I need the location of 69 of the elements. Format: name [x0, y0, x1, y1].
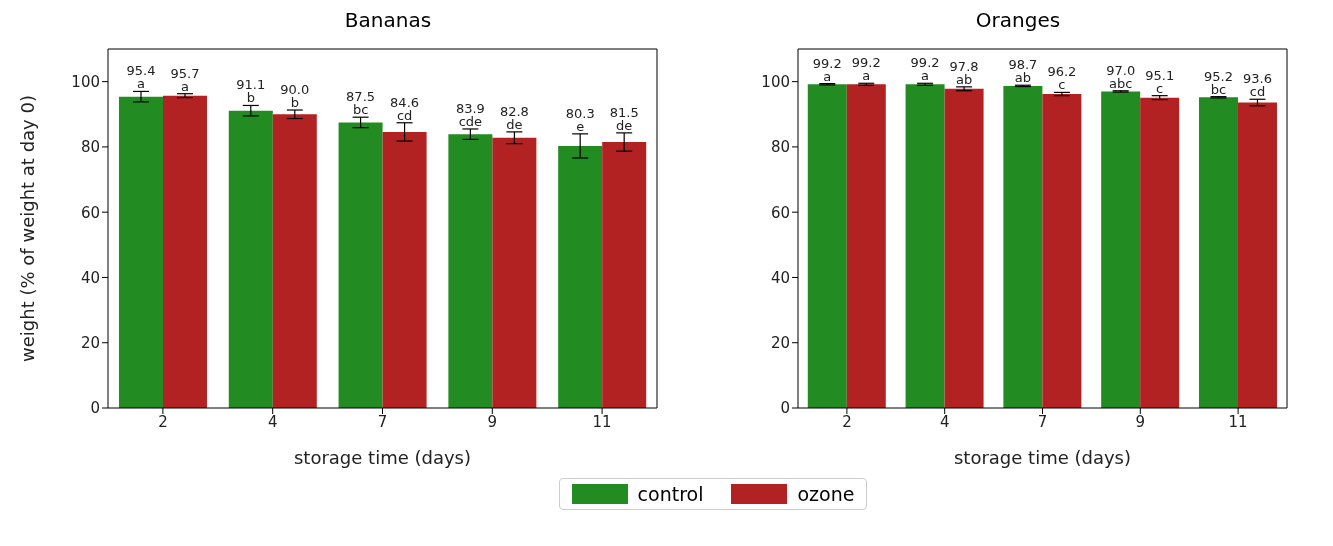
data-label: 97.0 abc [1106, 62, 1136, 91]
bar [807, 84, 847, 408]
x-axis-title: storage time (days) [953, 447, 1132, 468]
bar [1237, 102, 1277, 408]
x-tick-label: 9 [487, 412, 498, 431]
x-tick-label: 11 [592, 412, 612, 431]
bar [448, 134, 493, 408]
y-tick-label: 80 [80, 138, 100, 157]
bar [602, 142, 647, 408]
y-tick-label: 0 [780, 399, 790, 418]
y-tick-label: 20 [80, 334, 100, 353]
data-label: 81.5 de [609, 104, 639, 133]
data-label: 90.0 b [280, 82, 310, 111]
data-label: 98.7 ab [1008, 57, 1038, 86]
y-tick-label: 80 [770, 138, 790, 157]
y-tick-label: 40 [80, 268, 100, 287]
data-label: 91.1 b [236, 77, 266, 106]
y-tick-label: 60 [770, 203, 790, 222]
x-tick-label: 7 [377, 412, 388, 431]
data-label: 82.8 de [499, 103, 529, 132]
bar [1140, 97, 1180, 408]
x-tick-label: 2 [158, 412, 168, 431]
data-label: 95.4 a [126, 63, 156, 92]
data-label: 80.3 e [565, 105, 595, 134]
bar [846, 84, 886, 408]
y-tick-label: 100 [761, 72, 790, 91]
bar [382, 131, 427, 408]
bar [492, 137, 537, 408]
y-tick-label: 60 [80, 203, 100, 222]
bar [162, 95, 207, 408]
data-label: 99.2 a [910, 55, 940, 84]
x-axis-title: storage time (days) [293, 447, 472, 468]
x-tick-label: 9 [1135, 412, 1146, 431]
x-tick-label: 2 [842, 412, 852, 431]
x-tick-label: 7 [1037, 412, 1048, 431]
bar [338, 122, 383, 408]
bar [1198, 97, 1238, 408]
chart-title: Oranges [974, 8, 1062, 34]
legend-label: control [637, 483, 704, 505]
bar [558, 145, 603, 408]
data-label: 87.5 bc [346, 89, 376, 118]
data-label: 93.6 cd [1243, 71, 1272, 100]
data-label: 97.8 ab [949, 58, 979, 87]
y-tick-label: 40 [770, 268, 790, 287]
data-label: 96.2 c [1047, 64, 1077, 93]
y-tick-label: 0 [90, 399, 100, 418]
x-tick-label: 4 [267, 412, 278, 431]
data-label: 95.7 a [170, 65, 200, 94]
bar [228, 110, 273, 408]
data-label: 99.2 a [812, 55, 842, 84]
x-tick-label: 4 [939, 412, 950, 431]
bar [944, 88, 984, 408]
bar [905, 84, 945, 408]
bar [118, 96, 163, 408]
y-axis-title: weight (% of weight at day 0) [17, 95, 39, 362]
data-label: 95.2 bc [1204, 68, 1233, 97]
data-label: 99.2 a [851, 55, 881, 84]
legend-label: ozone [797, 483, 855, 505]
bar [1042, 94, 1082, 408]
data-label: 95.1 c [1145, 67, 1175, 96]
bar [1003, 85, 1043, 408]
bar [1101, 91, 1141, 408]
y-tick-label: 100 [71, 72, 100, 91]
chart-title: Bananas [343, 8, 433, 34]
bar [272, 114, 317, 408]
x-tick-label: 11 [1228, 412, 1248, 431]
data-label: 84.6 cd [390, 94, 420, 123]
y-tick-label: 20 [770, 334, 790, 353]
data-label: 83.9 cde [455, 100, 485, 129]
